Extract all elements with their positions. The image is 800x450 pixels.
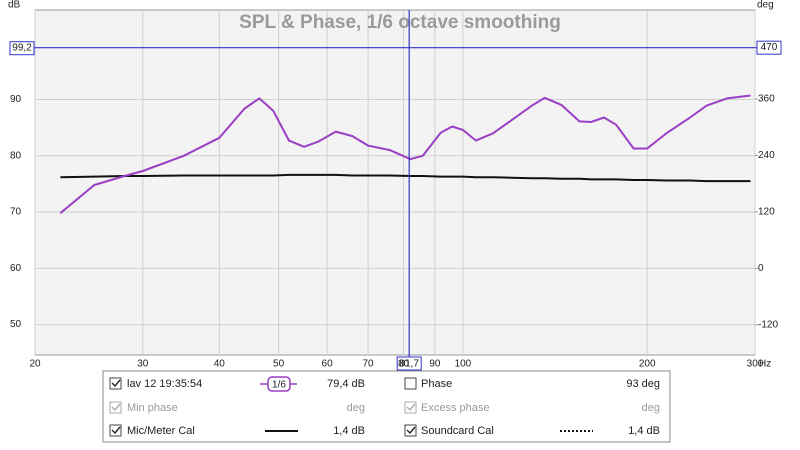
y2-tick-label: -120 [758, 320, 778, 331]
y-tick-label: 60 [10, 263, 22, 274]
legend-label: lav 12 19:35:54 [127, 378, 202, 390]
checkbox[interactable] [109, 401, 122, 414]
cursor-box [756, 40, 782, 55]
x-tick-label: 30 [137, 359, 149, 370]
cursor-y2-label: 470 [761, 42, 778, 53]
legend-readout: 1,4 dB [628, 425, 660, 437]
cursor-y-label: 99,2 [12, 42, 32, 53]
x-tick-label: 90 [429, 359, 441, 370]
y-tick-label: 80 [10, 150, 22, 161]
y-axis-label: dB [8, 0, 21, 11]
y-tick-label: 70 [10, 207, 22, 218]
series-line [60, 173, 751, 183]
x-tick-label: 20 [29, 359, 41, 370]
legend-label: Soundcard Cal [421, 425, 494, 437]
y2-axis-label: deg [757, 0, 774, 11]
smoothing-label: 1/6 [272, 380, 286, 391]
x-tick-label: 300 [747, 359, 764, 370]
checkbox[interactable] [404, 424, 417, 437]
checkbox[interactable] [109, 377, 122, 390]
x-tick-label: 70 [363, 359, 375, 370]
legend-label: Mic/Meter Cal [127, 425, 195, 437]
x-tick-label: 60 [322, 359, 334, 370]
smoothing-icon[interactable]: 1/6 [260, 376, 297, 392]
legend-readout: deg [642, 402, 660, 414]
checkbox[interactable] [404, 401, 417, 414]
legend-readout: 1,4 dB [333, 425, 365, 437]
legend-panel [102, 370, 671, 443]
y2-tick-label: 120 [758, 207, 775, 218]
grid [34, 10, 756, 355]
x-tick-label: 80 [398, 359, 410, 370]
cursor-box [9, 41, 35, 56]
chart-title: SPL & Phase, 1/6 octave smoothing [239, 12, 561, 33]
legend-readout: 79,4 dB [327, 378, 365, 390]
marks [59, 94, 751, 214]
series-line [59, 94, 751, 214]
y2-tick-label: 240 [758, 150, 775, 161]
legend-label: Phase [421, 378, 452, 390]
checkbox[interactable] [404, 377, 417, 390]
x-axis-label: Hz [759, 359, 771, 370]
x-tick-label: 100 [455, 359, 472, 370]
legend-readout: deg [347, 402, 365, 414]
y2-tick-label: 360 [758, 94, 775, 105]
x-tick-label: 200 [639, 359, 656, 370]
y2-tick-label: 0 [758, 263, 764, 274]
legend-label: Excess phase [421, 402, 489, 414]
legend-label: Min phase [127, 402, 178, 414]
x-tick-label: 40 [214, 359, 226, 370]
checkbox[interactable] [109, 424, 122, 437]
cursor-x-label: 81,7 [399, 359, 419, 370]
legend-readout: 93 deg [626, 378, 660, 390]
y-tick-label: 50 [10, 319, 22, 330]
cursor-box [396, 356, 422, 371]
plot-area [34, 9, 756, 356]
x-tick-label: 50 [273, 359, 285, 370]
y-tick-label: 90 [10, 94, 22, 105]
cursor: 81,7 99,2 470 [9, 10, 782, 371]
